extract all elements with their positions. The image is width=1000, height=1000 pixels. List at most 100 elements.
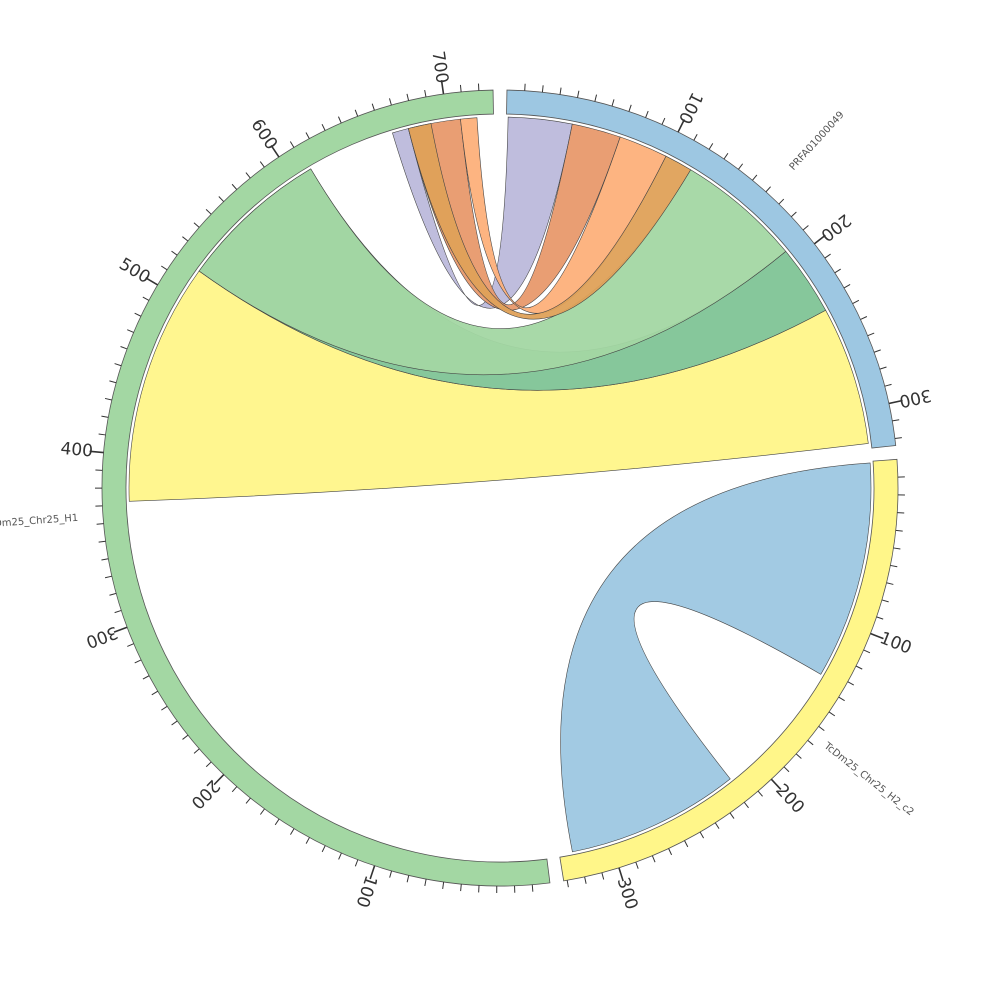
minor-tick <box>838 696 845 702</box>
minor-tick <box>847 681 855 686</box>
minor-tick <box>559 87 562 95</box>
minor-tick <box>151 690 159 696</box>
minor-tick <box>684 840 689 848</box>
tick-label: 700 <box>427 50 451 85</box>
minor-tick <box>884 383 892 387</box>
major-tick <box>270 144 280 158</box>
tick-label: 500 <box>115 254 153 288</box>
major-tick <box>440 80 445 95</box>
minor-tick <box>867 332 875 337</box>
minor-tick <box>142 296 150 301</box>
minor-tick <box>127 329 134 333</box>
minor-tick <box>218 196 225 202</box>
minor-tick <box>894 437 902 439</box>
tick-label: 100 <box>674 89 706 127</box>
link-ribbon <box>407 123 692 320</box>
minor-tick <box>109 592 117 596</box>
minor-tick <box>305 837 310 844</box>
minor-tick <box>783 766 790 773</box>
minor-tick <box>389 870 393 878</box>
major-tick <box>813 234 826 245</box>
minor-tick <box>723 152 729 160</box>
minor-tick <box>109 380 117 384</box>
minor-tick <box>205 209 212 215</box>
major-tick <box>213 773 225 786</box>
minor-tick <box>699 831 705 839</box>
minor-tick <box>584 876 587 884</box>
minor-tick <box>611 99 615 107</box>
minor-tick <box>289 141 295 148</box>
minor-tick <box>881 599 889 603</box>
minor-tick <box>886 582 894 585</box>
minor-tick <box>134 659 142 664</box>
minor-tick <box>305 132 310 139</box>
minor-tick <box>460 884 462 892</box>
minor-tick <box>205 761 212 768</box>
minor-tick <box>101 415 109 418</box>
minor-tick <box>182 236 189 242</box>
minor-tick <box>371 103 375 111</box>
tick-label: 400 <box>60 439 94 462</box>
minor-tick <box>601 872 605 880</box>
segment-name-label: TcDm25_Chr25_H2_c2 <box>821 740 916 818</box>
minor-tick <box>628 104 632 112</box>
minor-tick <box>259 808 265 815</box>
link-ribbon <box>560 462 872 853</box>
minor-tick <box>795 753 802 759</box>
minor-tick <box>134 312 142 317</box>
minor-tick <box>824 253 831 259</box>
minor-tick <box>193 748 200 754</box>
minor-tick <box>354 109 359 117</box>
minor-tick <box>442 881 445 889</box>
minor-tick <box>231 183 238 190</box>
minor-tick <box>668 848 673 856</box>
link-ribbon <box>198 168 787 376</box>
minor-tick <box>424 878 427 887</box>
minor-tick <box>893 547 901 550</box>
minor-tick <box>834 268 841 274</box>
minor-tick <box>860 316 868 320</box>
minor-tick <box>892 419 900 422</box>
minor-tick <box>743 801 749 809</box>
minor-tick <box>171 720 178 726</box>
segment-name-label: PRFA01000049 <box>788 110 847 173</box>
minor-tick <box>245 172 251 179</box>
minor-tick <box>541 85 544 93</box>
minor-tick <box>828 711 836 717</box>
minor-tick <box>245 797 251 804</box>
major-tick <box>888 399 903 405</box>
minor-tick <box>895 529 903 532</box>
minor-tick <box>890 564 898 568</box>
segment-arc-layer <box>101 89 899 887</box>
minor-tick <box>160 265 168 271</box>
minor-tick <box>708 143 714 150</box>
minor-tick <box>577 90 580 98</box>
minor-tick <box>818 725 825 731</box>
minor-tick <box>354 859 359 867</box>
major-tick <box>677 119 686 133</box>
minor-tick <box>120 346 128 350</box>
minor-tick <box>765 186 771 193</box>
major-tick <box>870 632 884 640</box>
minor-tick <box>259 161 265 168</box>
minor-tick <box>142 675 150 680</box>
major-tick <box>113 626 128 633</box>
minor-tick <box>182 734 189 740</box>
minor-tick <box>738 163 744 170</box>
minor-tick <box>778 198 785 205</box>
minor-tick <box>171 250 178 256</box>
minor-tick <box>231 786 238 793</box>
minor-tick <box>790 211 797 218</box>
tick-layer <box>89 80 905 893</box>
minor-tick <box>863 649 871 654</box>
minor-tick <box>406 93 410 101</box>
minor-tick <box>193 222 200 228</box>
major-tick <box>89 450 104 454</box>
minor-tick <box>337 116 342 124</box>
minor-tick <box>114 609 122 614</box>
minor-tick <box>406 875 410 883</box>
tick-label: 200 <box>817 209 855 245</box>
tick-label: 300 <box>613 875 642 912</box>
minor-tick <box>98 540 106 543</box>
minor-tick <box>714 822 720 829</box>
